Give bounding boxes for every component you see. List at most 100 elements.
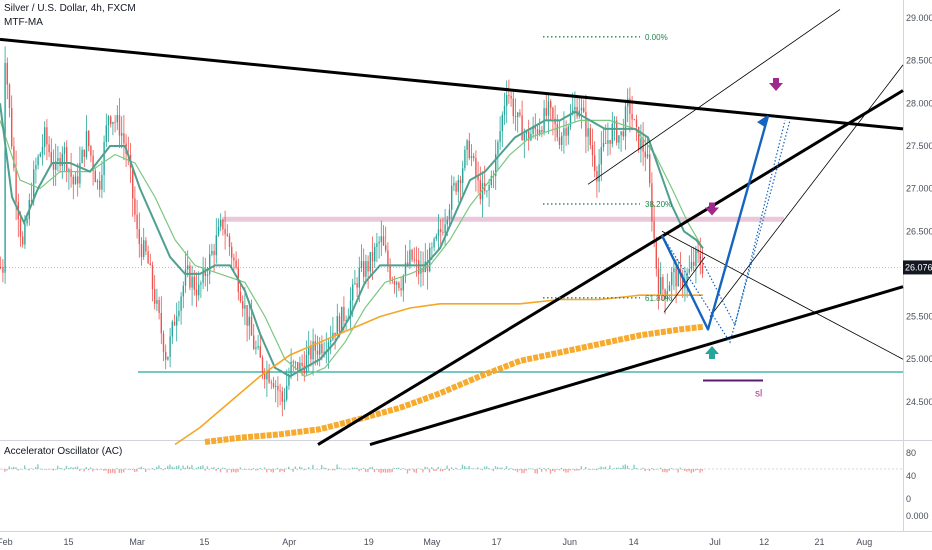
oscillator-bar	[556, 469, 558, 470]
oscillator-bar	[679, 467, 681, 469]
oscillator-bar	[626, 465, 629, 469]
x-tick-label: 17	[492, 537, 502, 547]
oscillator-bar	[659, 467, 662, 469]
oscillator-bar	[266, 469, 268, 473]
candle-body	[567, 126, 569, 136]
oscillator-bar	[228, 468, 230, 470]
oscillator-bar	[48, 469, 50, 470]
candle-body	[305, 355, 308, 374]
oscillator-bar	[336, 464, 338, 469]
candle-body	[308, 346, 310, 356]
oscillator-bar	[277, 467, 279, 469]
candle-body	[61, 153, 63, 167]
candle-body	[668, 285, 671, 292]
oscillator-bar	[85, 466, 87, 469]
oscillator-bar	[490, 469, 492, 470]
oscillator-bar	[673, 469, 675, 470]
oscillator-bar	[662, 469, 664, 473]
oscillator-bar	[87, 469, 90, 471]
oscillator-bar	[37, 464, 39, 469]
oscillator-bar	[96, 469, 98, 471]
oscillator-bar	[532, 468, 534, 470]
oscillator-bar	[268, 469, 270, 470]
oscillator-bar	[360, 469, 362, 470]
oscillator-bar	[332, 469, 334, 471]
candle-body	[220, 219, 222, 227]
oscillator-bar	[578, 469, 580, 471]
candle-body	[462, 168, 464, 184]
oscillator-bar	[142, 468, 145, 469]
oscillator-bar	[468, 465, 470, 469]
y-tick-label: 28.500	[906, 56, 932, 66]
candle-body	[508, 95, 510, 96]
oscillator-bar	[640, 469, 642, 470]
oscillator-pane[interactable]	[0, 441, 903, 531]
oscillator-bar	[543, 468, 545, 469]
oscillator-bar	[670, 467, 673, 469]
oscillator-bar	[39, 468, 41, 470]
x-tick-label: 15	[199, 537, 209, 547]
trendline	[317, 89, 904, 446]
oscillator-bar	[178, 465, 180, 469]
candle-body	[162, 333, 165, 353]
candle-body	[343, 306, 345, 321]
candle-body	[638, 126, 640, 150]
candle-body	[374, 246, 376, 262]
oscillator-bar	[622, 465, 624, 469]
oscillator-bar	[607, 468, 609, 470]
oscillator-bar	[299, 466, 301, 469]
candle-body	[583, 107, 585, 112]
oscillator-bar	[376, 469, 378, 470]
candle-body	[605, 142, 607, 144]
candle-body	[94, 170, 96, 183]
candle-body	[594, 155, 596, 172]
candle-body	[382, 236, 385, 246]
candle-body	[255, 347, 257, 349]
candle-body	[198, 284, 200, 296]
candle-body	[112, 122, 114, 124]
candle-body	[448, 209, 451, 220]
indicator-label-mtf-ma: MTF-MA	[4, 17, 43, 28]
oscillator-bar	[541, 469, 543, 472]
oscillator-bar	[26, 468, 28, 470]
candle-body	[675, 268, 677, 287]
candle-body	[446, 219, 448, 225]
oscillator-bar	[6, 469, 8, 471]
trendline	[0, 37, 904, 131]
oscillator-bar	[593, 469, 596, 470]
oscillator-bar	[424, 466, 426, 469]
arrow-down-icon	[769, 77, 783, 91]
candle-body	[239, 291, 242, 302]
oscillator-bar	[246, 469, 248, 470]
candle-body	[147, 251, 149, 264]
oscillator-bar	[59, 467, 61, 469]
y-tick-label: 27.500	[906, 141, 932, 151]
oscillator-bar	[94, 469, 96, 470]
candle-body	[140, 244, 143, 257]
candle-body	[633, 119, 635, 121]
oscillator-bar	[642, 467, 644, 469]
candle-body	[475, 157, 477, 177]
candle-body	[521, 115, 523, 141]
candle-body	[396, 282, 398, 285]
oscillator-bar	[233, 469, 235, 472]
candle-body	[169, 336, 171, 357]
oscillator-bar	[699, 469, 701, 473]
candle-body	[435, 235, 437, 239]
oscillator-bar	[301, 467, 303, 469]
oscillator-bar	[475, 468, 477, 470]
oscillator-bar	[312, 464, 314, 469]
oscillator-bar	[57, 465, 59, 469]
candle-body	[602, 142, 605, 148]
oscillator-bar	[600, 466, 602, 469]
oscillator-bar	[591, 469, 593, 470]
candle-body	[233, 257, 235, 261]
oscillator-bar	[571, 469, 574, 470]
candle-body	[609, 140, 611, 144]
candle-body	[22, 236, 24, 245]
candle-body	[79, 162, 81, 184]
candle-body	[490, 175, 492, 186]
candle-body	[57, 158, 59, 162]
oscillator-bar	[305, 469, 307, 470]
